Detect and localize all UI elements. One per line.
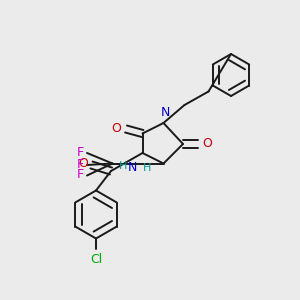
Text: O: O: [78, 157, 88, 170]
Text: F: F: [76, 168, 83, 181]
Text: N: N: [160, 106, 170, 119]
Text: F: F: [76, 146, 83, 159]
Text: H: H: [119, 161, 128, 171]
Text: N: N: [128, 161, 137, 174]
Text: F: F: [76, 158, 83, 171]
Text: O: O: [112, 122, 122, 135]
Text: Cl: Cl: [90, 253, 102, 266]
Text: H: H: [142, 163, 151, 172]
Text: O: O: [202, 137, 212, 150]
